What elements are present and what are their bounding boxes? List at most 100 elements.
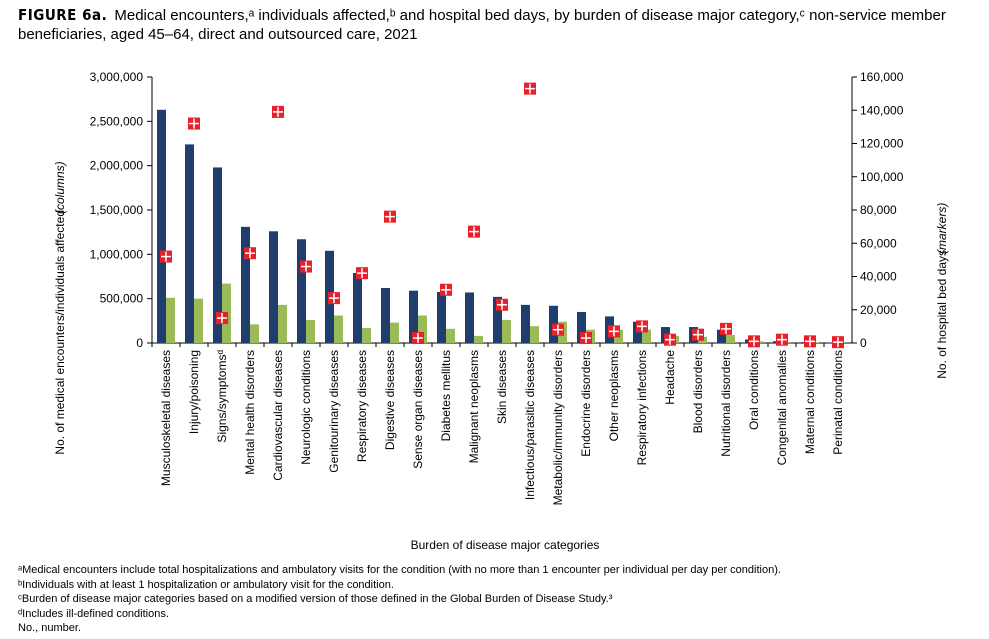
y-tick-label: 500,000: [100, 292, 144, 306]
marker: [468, 225, 480, 238]
x-tick-label: Endocrine disorders: [579, 350, 593, 457]
title-block: FIGURE 6a. Medical encounters,ᵃ individu…: [18, 6, 983, 44]
chart: Burden of disease major categories No. o…: [53, 70, 949, 552]
x-tick-label: Cardiovascular diseases: [271, 350, 285, 481]
x-tick-label: Metabolic/immunity disorders: [551, 350, 565, 505]
x-tick-label: Genitourinary diseases: [327, 350, 341, 473]
y2-tick-label: 80,000: [860, 203, 897, 217]
y-tick-label: 2,500,000: [90, 114, 144, 128]
bar: [521, 304, 530, 343]
y2-tick-label: 20,000: [860, 303, 897, 317]
marker: [300, 260, 312, 273]
x-tick-label: Diabetes mellitus: [439, 350, 453, 441]
y-axis-title-note: (columns): [53, 161, 67, 214]
y-tick-label: 3,000,000: [90, 70, 144, 84]
marker: [328, 292, 340, 305]
bar: [409, 290, 418, 343]
x-tick-label: Infectious/parasitic diseases: [523, 350, 537, 500]
bar: [437, 292, 446, 343]
marker: [720, 322, 732, 335]
marker: [356, 267, 368, 280]
bar: [194, 298, 203, 343]
footnotes: ᵃMedical encounters include total hospit…: [18, 563, 781, 636]
y2-tick-label: 100,000: [860, 170, 904, 184]
bar: [418, 315, 427, 343]
x-tick-label: Congenital anomalies: [775, 350, 789, 465]
x-tick-label: Mental health disorders: [243, 350, 257, 475]
y-tick-label: 2,000,000: [90, 159, 144, 173]
marker: [776, 333, 788, 346]
y2-tick-label: 60,000: [860, 236, 897, 250]
marker: [832, 336, 844, 349]
x-tick-label: Blood disorders: [691, 350, 705, 433]
bar: [297, 239, 306, 343]
x-tick-label: Neurologic conditions: [299, 350, 313, 465]
marker: [636, 320, 648, 333]
footnote: No., number.: [18, 622, 81, 634]
bar: [166, 297, 175, 343]
marker: [384, 210, 396, 223]
x-tick-label: Sense organ diseases: [411, 350, 425, 469]
bar: [446, 328, 455, 343]
bar: [241, 226, 250, 343]
footnote: ᵃMedical encounters include total hospit…: [18, 564, 781, 576]
y-axis-title: No. of medical encounters/individuals af…: [53, 210, 67, 455]
x-axis-title: Burden of disease major categories: [411, 538, 600, 552]
bar: [306, 319, 315, 343]
marker: [216, 312, 228, 325]
chart-title: Medical encounters,ᵃ individuals affecte…: [18, 7, 946, 43]
x-tick-label: Skin diseases: [495, 350, 509, 424]
y2-axis-title: No. of hospital bed days: [935, 250, 949, 379]
marker: [804, 335, 816, 348]
x-tick-label: Headache: [663, 350, 677, 405]
bar: [390, 322, 399, 343]
y2-tick-label: 120,000: [860, 137, 904, 151]
x-tick-label: Musculoskeletal diseases: [159, 350, 173, 486]
marker: [188, 117, 200, 130]
bar: [278, 304, 287, 343]
bar: [157, 109, 166, 343]
x-tick-label: Injury/poisoning: [187, 350, 201, 434]
marker: [664, 333, 676, 346]
marker: [552, 323, 564, 336]
bar: [530, 326, 539, 343]
y2-axis-title-note: (markers): [935, 203, 949, 254]
y-tick-label: 1,000,000: [90, 247, 144, 261]
marker: [440, 283, 452, 296]
marker: [496, 298, 508, 311]
marker: [272, 105, 284, 118]
bar: [353, 272, 362, 343]
figure-label: FIGURE 6a.: [18, 6, 108, 24]
marker: [412, 332, 424, 345]
footnote: ᵈIncludes ill-defined conditions.: [18, 607, 169, 620]
marker: [692, 328, 704, 341]
bar: [269, 231, 278, 343]
y-tick-label: 0: [136, 336, 143, 350]
y-tick-label: 1,500,000: [90, 203, 144, 217]
bar: [717, 329, 726, 343]
marker: [748, 335, 760, 348]
marker: [244, 247, 256, 260]
bar: [381, 288, 390, 343]
bar: [474, 335, 483, 343]
bar: [642, 329, 651, 343]
marker: [608, 325, 620, 338]
x-tick-label: Malignant neoplasms: [467, 350, 481, 463]
x-tick-label: Perinatal conditions: [831, 350, 845, 455]
x-tick-label: Oral conditions: [747, 350, 761, 430]
bar: [213, 167, 222, 343]
x-tick-label: Respiratory infections: [635, 350, 649, 465]
x-tick-label: Maternal conditions: [803, 350, 817, 454]
x-tick-label: Other neoplasms: [607, 350, 621, 441]
bar: [334, 315, 343, 343]
bar: [185, 144, 194, 343]
y2-tick-label: 40,000: [860, 270, 897, 284]
bar: [577, 311, 586, 343]
footnote: ᶜBurden of disease major categories base…: [18, 593, 613, 605]
y2-tick-label: 140,000: [860, 103, 904, 117]
marker: [580, 332, 592, 345]
x-tick-label: Nutritional disorders: [719, 350, 733, 457]
bar: [493, 296, 502, 343]
x-tick-label: Signs/symptomsᵈ: [215, 350, 229, 443]
